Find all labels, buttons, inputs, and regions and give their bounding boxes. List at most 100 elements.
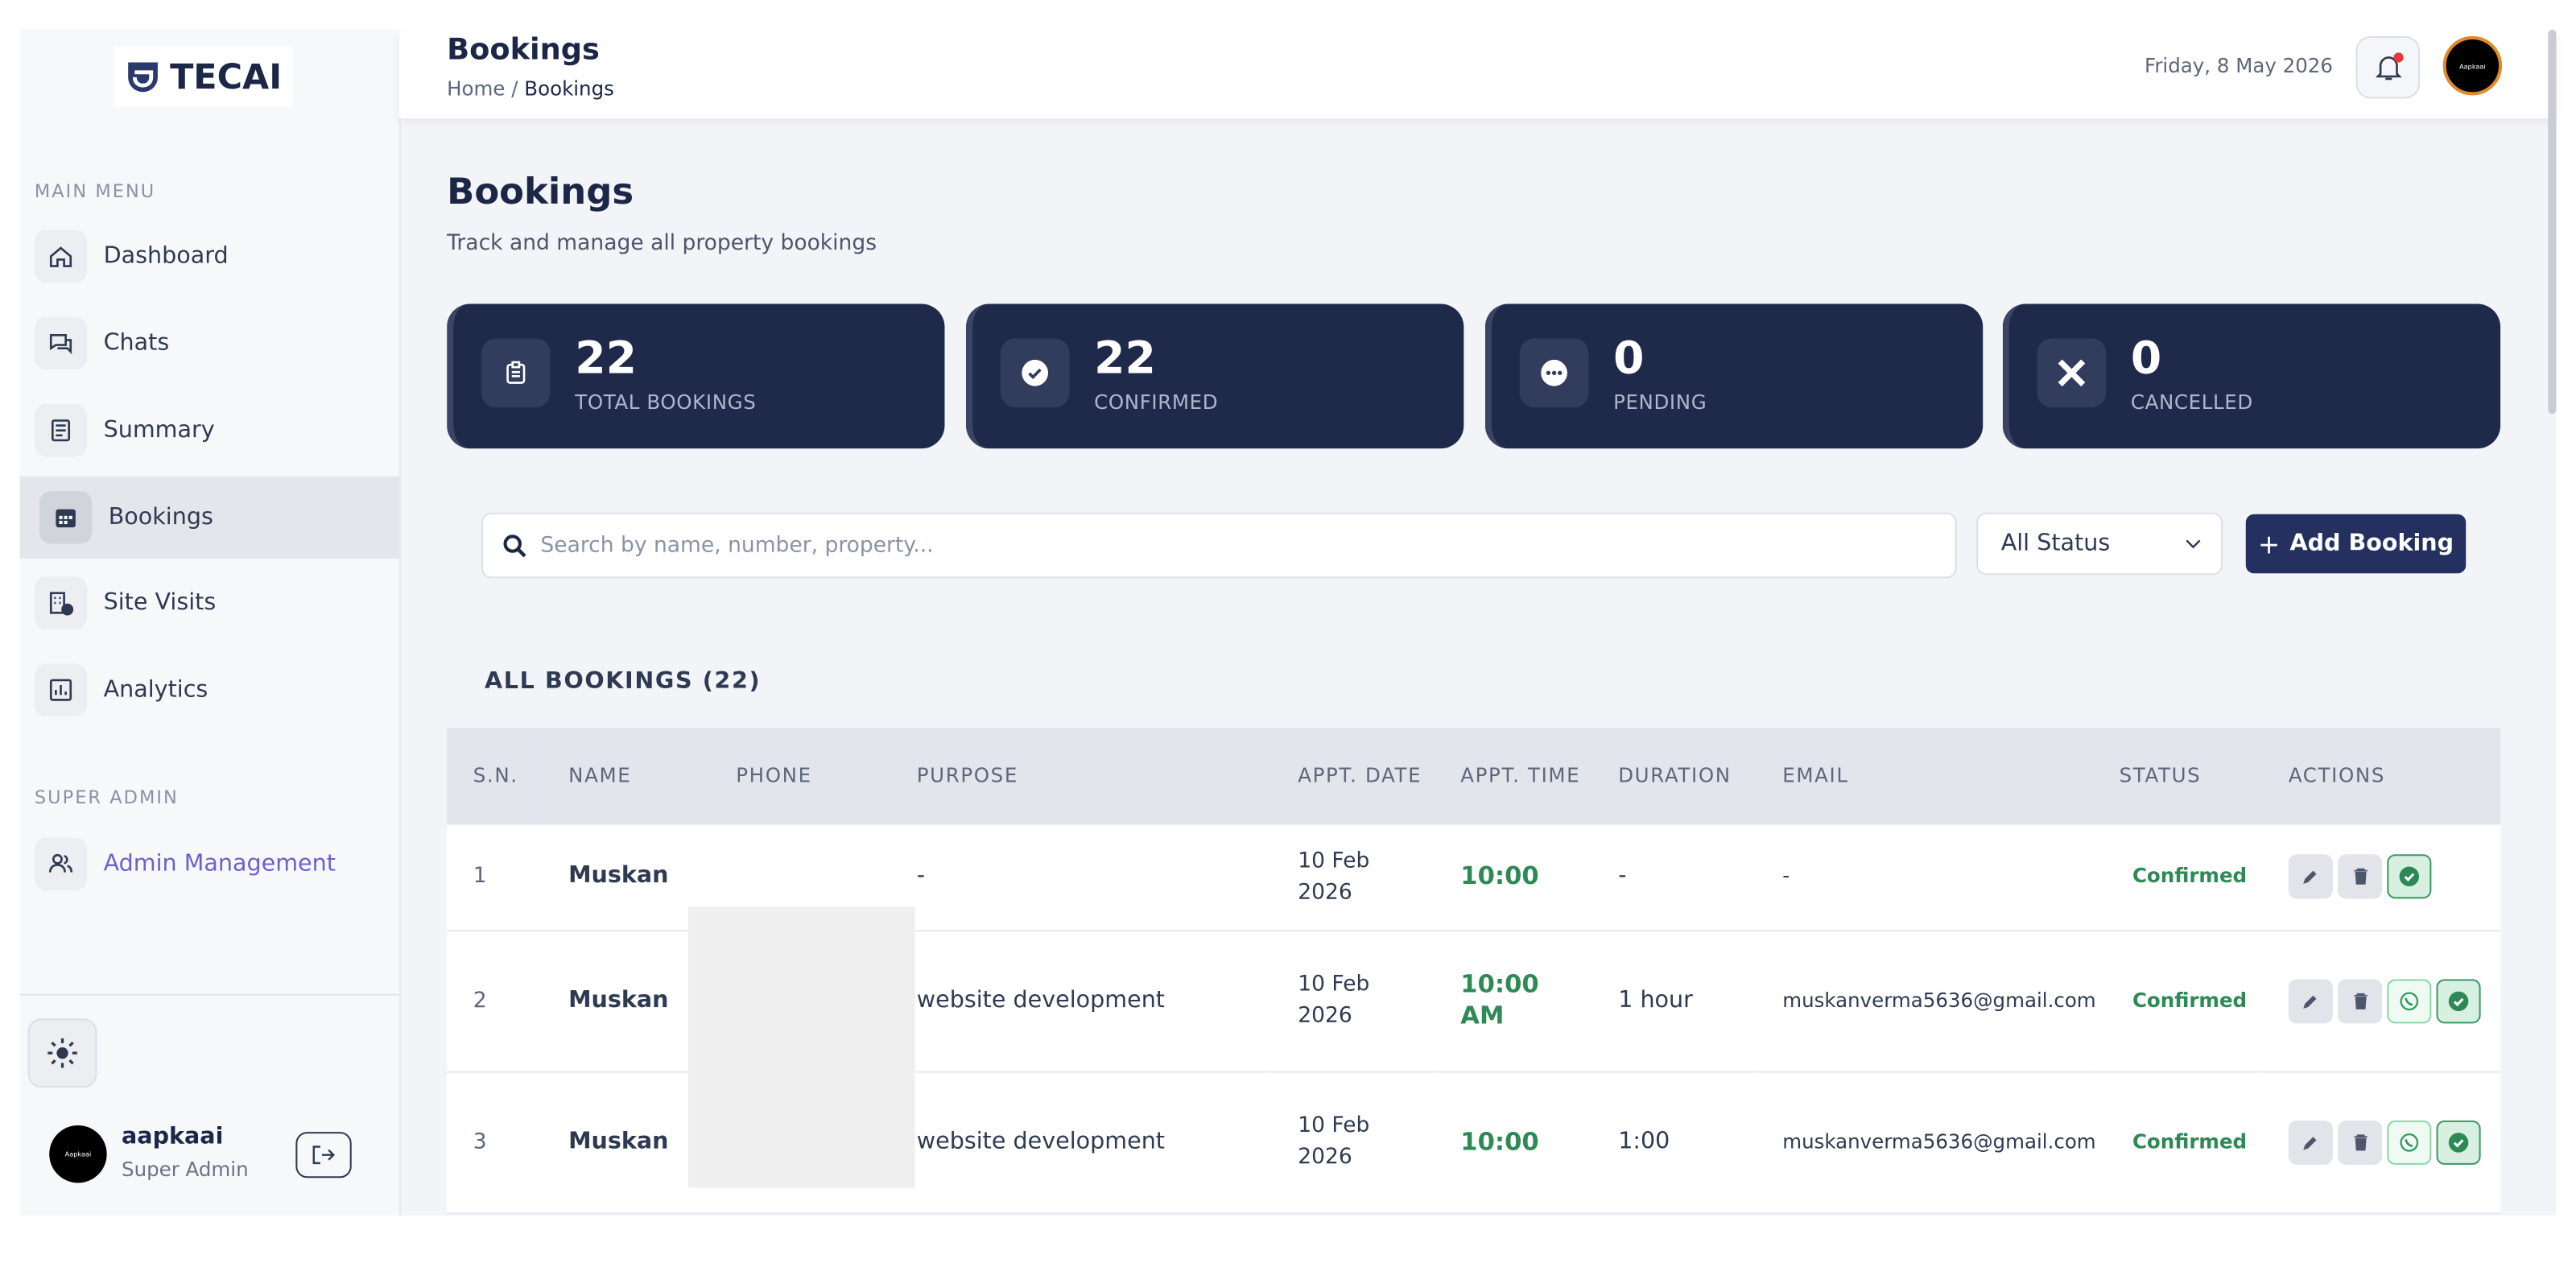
nav-item[interactable]: Site Visits bbox=[19, 562, 398, 644]
header-avatar[interactable]: Aapkaai bbox=[2442, 35, 2503, 96]
stat-card[interactable]: 22 CONFIRMED bbox=[965, 303, 1464, 449]
stat-value: 22 bbox=[1094, 333, 1156, 385]
logo[interactable]: TECAI bbox=[114, 46, 293, 107]
breadcrumb-current: Bookings bbox=[524, 76, 614, 101]
actions bbox=[2262, 824, 2501, 931]
column-header: ACTIONS bbox=[2262, 728, 2501, 825]
nav-icon bbox=[34, 404, 88, 457]
nav-item[interactable]: Bookings bbox=[19, 476, 399, 559]
actions bbox=[2262, 1071, 2501, 1214]
table-title: ALL BOOKINGS (22) bbox=[485, 668, 762, 696]
nav-item[interactable]: Chats bbox=[19, 303, 398, 385]
search-box[interactable]: Search by name, number, property... bbox=[481, 512, 1957, 579]
header: Bookings Home / Bookings Friday, 8 May 2… bbox=[398, 29, 2557, 118]
whatsapp-button[interactable] bbox=[2387, 978, 2432, 1023]
name: Muskan bbox=[542, 824, 710, 931]
section-label: SUPER ADMIN bbox=[34, 786, 179, 809]
column-header: PURPOSE bbox=[890, 728, 1272, 825]
breadcrumb: Home / Bookings bbox=[447, 77, 614, 101]
confirm-button[interactable] bbox=[2436, 1119, 2481, 1164]
name: Muskan bbox=[542, 930, 710, 1072]
add-booking-button[interactable]: + Add Booking bbox=[2245, 514, 2467, 574]
stat-card[interactable]: 22 TOTAL BOOKINGS bbox=[447, 303, 945, 449]
nav-label: Chats bbox=[103, 330, 170, 357]
divider bbox=[19, 993, 399, 996]
table-row: 2 Muskan website development 10 Feb 2026 10:… bbox=[447, 930, 2501, 1072]
status: Confirmed bbox=[2092, 824, 2263, 931]
whatsapp-button[interactable] bbox=[2387, 1119, 2432, 1164]
nav-label: Admin Management bbox=[103, 851, 336, 877]
column-header: DURATION bbox=[1591, 728, 1757, 825]
duration: 1:00 bbox=[1591, 1071, 1757, 1214]
purpose: website development bbox=[890, 1071, 1272, 1214]
nav-icon bbox=[39, 491, 93, 544]
delete-button[interactable] bbox=[2338, 854, 2383, 899]
nav-item[interactable]: Analytics bbox=[19, 649, 398, 731]
breadcrumb-home[interactable]: Home bbox=[447, 76, 506, 101]
edit-button[interactable] bbox=[2288, 1119, 2333, 1164]
nav-label: Dashboard bbox=[103, 243, 229, 270]
serial-number: 2 bbox=[447, 930, 543, 1072]
breadcrumb-separator: / bbox=[511, 76, 518, 101]
column-header: S.N. bbox=[447, 728, 543, 825]
scrollbar[interactable] bbox=[2548, 29, 2557, 415]
stat-label: CONFIRMED bbox=[1094, 390, 1219, 415]
nav-item[interactable]: Dashboard bbox=[19, 215, 398, 297]
purpose: website development bbox=[890, 930, 1272, 1072]
bookings-table: S.N. NAME PHONE PURPOSE APPT. DATE APPT. TIME… bbox=[447, 728, 2501, 1214]
status-filter[interactable]: All Status bbox=[1976, 512, 2223, 576]
column-header: STATUS bbox=[2092, 728, 2263, 825]
nav-label: Bookings bbox=[108, 504, 213, 531]
page-title: Bookings bbox=[447, 172, 634, 214]
nav-item[interactable]: Summary bbox=[19, 390, 398, 472]
section-label: MAIN MENU bbox=[34, 180, 156, 203]
column-header: NAME bbox=[542, 728, 710, 825]
user-avatar[interactable]: Aapkaai bbox=[49, 1125, 107, 1183]
redaction bbox=[688, 906, 915, 1188]
logout-button[interactable] bbox=[295, 1132, 352, 1179]
user-role: Super Admin bbox=[122, 1158, 249, 1182]
column-header: APPT. DATE bbox=[1271, 728, 1435, 825]
purpose: - bbox=[890, 824, 1272, 931]
nav-icon bbox=[34, 576, 88, 630]
email: muskanverma5636@gmail.com bbox=[1756, 1071, 2096, 1214]
status-filter-value: All Status bbox=[2000, 530, 2111, 557]
edit-button[interactable] bbox=[2288, 978, 2333, 1023]
stat-icon bbox=[1519, 338, 1589, 408]
page-subtitle: Track and manage all property bookings bbox=[447, 231, 877, 257]
stat-value: 0 bbox=[1613, 333, 1645, 385]
sidebar: TECAI MAIN MENU SUPER ADMIN Aapkaai aapk… bbox=[19, 29, 401, 1216]
theme-toggle[interactable] bbox=[27, 1018, 97, 1088]
nav-label: Site Visits bbox=[103, 589, 217, 617]
column-header: APPT. TIME bbox=[1434, 728, 1592, 825]
appointment-time: 10:00 bbox=[1434, 824, 1592, 931]
stat-label: TOTAL BOOKINGS bbox=[575, 390, 757, 415]
name: Muskan bbox=[542, 1071, 710, 1214]
notification-button[interactable] bbox=[2355, 35, 2421, 99]
actions bbox=[2262, 930, 2501, 1072]
stat-card[interactable]: 0 PENDING bbox=[1484, 303, 1984, 449]
stat-value: 22 bbox=[575, 333, 637, 385]
email: - bbox=[1756, 824, 2093, 931]
user-name: aapkaai bbox=[122, 1123, 224, 1150]
stat-label: PENDING bbox=[1613, 390, 1707, 415]
status: Confirmed bbox=[2092, 1071, 2263, 1214]
column-header: PHONE bbox=[709, 728, 891, 825]
stat-card[interactable]: 0 CANCELLED bbox=[2002, 303, 2501, 449]
delete-button[interactable] bbox=[2338, 978, 2383, 1023]
nav-icon bbox=[34, 229, 88, 283]
delete-button[interactable] bbox=[2338, 1119, 2383, 1164]
stat-label: CANCELLED bbox=[2130, 390, 2253, 415]
brand: TECAI bbox=[170, 56, 283, 97]
appointment-date: 10 Feb 2026 bbox=[1271, 930, 1435, 1072]
confirm-button[interactable] bbox=[2436, 978, 2481, 1023]
edit-button[interactable] bbox=[2288, 854, 2333, 899]
appointment-time: 10:00 AM bbox=[1434, 930, 1592, 1072]
stat-icon bbox=[481, 338, 551, 408]
nav-item[interactable]: Admin Management bbox=[19, 823, 398, 905]
stat-icon bbox=[1000, 338, 1070, 408]
confirm-button[interactable] bbox=[2387, 854, 2432, 899]
nav-icon bbox=[34, 663, 88, 716]
